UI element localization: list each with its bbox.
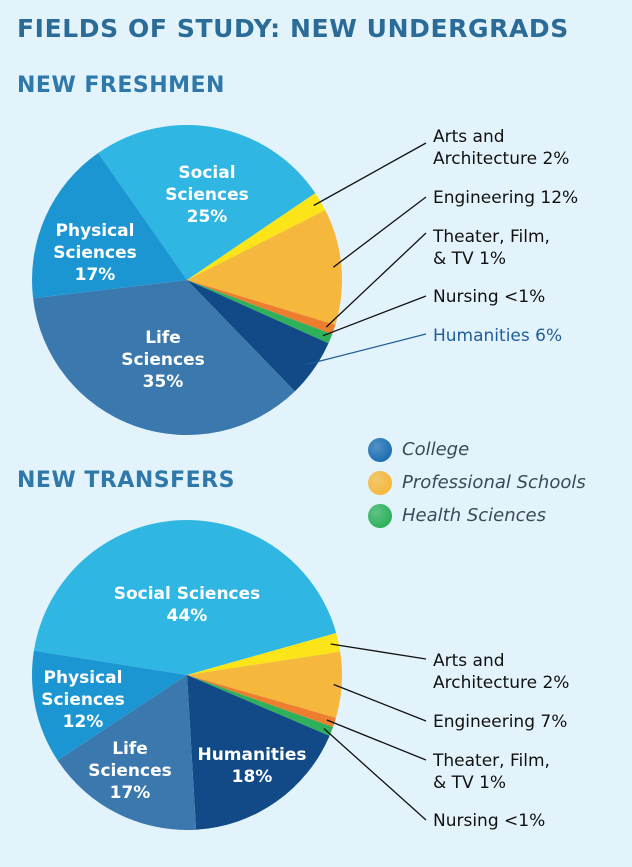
legend-item-health-sciences: Health Sciences bbox=[368, 499, 586, 532]
pie-slice-social-sciences bbox=[33, 520, 337, 675]
pie-slice-life-sciences bbox=[57, 675, 197, 830]
pie-slice-theater-film-tv bbox=[187, 280, 336, 335]
leader-line-arts-and-architecture bbox=[330, 643, 427, 660]
callout-label-engineering: Engineering 7% bbox=[433, 712, 567, 732]
pie-slice-life-sciences bbox=[33, 280, 295, 436]
callout-label-nursing: Nursing <1% bbox=[433, 287, 545, 307]
section-title-transfers: NEW TRANSFERS bbox=[17, 468, 235, 493]
callout-label-theater-film-tv: Theater, Film, & TV 1% bbox=[432, 751, 550, 793]
leader-line-nursing bbox=[322, 295, 427, 337]
leader-line-theater-film-tv bbox=[325, 232, 427, 328]
callout-label-arts-and-architecture: Arts and Architecture 2% bbox=[433, 127, 569, 169]
pie-slice-social-sciences bbox=[98, 125, 316, 281]
transfers-pie: Social Sciences 44% Arts and Architecture 2… bbox=[32, 520, 569, 831]
page-title: FIELDS OF STUDY: NEW UNDERGRADS bbox=[17, 14, 569, 43]
leader-line-engineering bbox=[333, 196, 427, 268]
callout-label-engineering: Engineering 12% bbox=[433, 188, 578, 208]
leader-line-engineering bbox=[333, 683, 427, 722]
section-title-freshmen: NEW FRESHMEN bbox=[17, 73, 225, 98]
pie-slice-nursing bbox=[187, 280, 333, 344]
pie-slice-arts-and-architecture bbox=[187, 633, 341, 675]
slice-label-humanities: Humanities 18% bbox=[197, 745, 306, 787]
slice-label-life-sciences: Life Sciences 17% bbox=[88, 739, 172, 803]
callout-label-humanities: Humanities 6% bbox=[433, 326, 562, 346]
pie-slice-engineering bbox=[187, 651, 343, 718]
slice-label-life-sciences: Life Sciences 35% bbox=[121, 328, 205, 392]
callout-label-nursing: Nursing <1% bbox=[433, 811, 545, 831]
legend-label-health-sciences: Health Sciences bbox=[402, 505, 546, 526]
pie-slice-humanities bbox=[187, 280, 329, 392]
leader-line-humanities bbox=[307, 333, 427, 365]
legend-item-college: College bbox=[368, 433, 586, 466]
legend-swatch-college bbox=[368, 437, 392, 462]
legend-item-professional-schools: Professional Schools bbox=[368, 466, 586, 499]
slice-label-physical-sciences: Physical Sciences 17% bbox=[53, 221, 137, 285]
legend-swatch-professional-schools bbox=[368, 470, 392, 495]
freshmen-pie: Social Sciences 25% Arts and Architecture 2%… bbox=[32, 125, 578, 436]
callout-label-arts-and-architecture: Arts and Architecture 2% bbox=[433, 651, 569, 693]
pie-slice-engineering bbox=[187, 210, 343, 325]
pie-slice-arts-and-architecture bbox=[187, 193, 326, 280]
leader-line-theater-film-tv bbox=[326, 719, 427, 761]
legend: College Professional Schools Health Scie… bbox=[368, 433, 586, 532]
pie-slice-humanities bbox=[187, 675, 330, 830]
legend-swatch-health-sciences bbox=[368, 503, 392, 528]
slice-label-social-sciences: Social Sciences 25% bbox=[165, 163, 249, 227]
callout-label-theater-film-tv: Theater, Film, & TV 1% bbox=[432, 227, 550, 269]
pie-slice-theater-film-tv bbox=[187, 675, 336, 727]
legend-label-professional-schools: Professional Schools bbox=[402, 472, 586, 493]
legend-label-college: College bbox=[402, 439, 470, 460]
leader-line-arts-and-architecture bbox=[313, 142, 427, 207]
pie-slice-physical-sciences bbox=[32, 650, 187, 761]
pie-slice-nursing bbox=[187, 675, 334, 736]
slice-label-physical-sciences: Physical Sciences 12% bbox=[41, 668, 125, 732]
slice-label-social-sciences: Social Sciences 44% bbox=[114, 584, 261, 626]
pie-slice-physical-sciences bbox=[32, 153, 187, 299]
leader-line-nursing bbox=[323, 728, 427, 821]
